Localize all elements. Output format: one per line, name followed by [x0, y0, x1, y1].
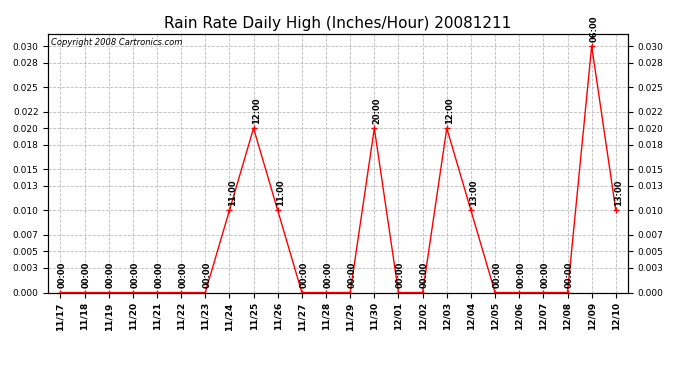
- Text: 00:00: 00:00: [324, 262, 333, 288]
- Text: 20:00: 20:00: [373, 98, 382, 124]
- Text: 00:00: 00:00: [130, 262, 139, 288]
- Text: 00:00: 00:00: [541, 262, 550, 288]
- Text: 00:00: 00:00: [420, 262, 429, 288]
- Text: 11:00: 11:00: [276, 180, 285, 206]
- Text: 00:00: 00:00: [179, 262, 188, 288]
- Text: 11:00: 11:00: [228, 180, 237, 206]
- Text: 00:00: 00:00: [565, 262, 574, 288]
- Text: 00:00: 00:00: [348, 262, 357, 288]
- Text: 13:00: 13:00: [614, 180, 623, 206]
- Text: Copyright 2008 Cartronics.com: Copyright 2008 Cartronics.com: [51, 38, 183, 46]
- Text: 00:00: 00:00: [82, 262, 91, 288]
- Text: 00:00: 00:00: [493, 262, 502, 288]
- Text: 00:00: 00:00: [299, 262, 308, 288]
- Text: 00:00: 00:00: [517, 262, 526, 288]
- Text: 00:00: 00:00: [155, 262, 164, 288]
- Text: 00:00: 00:00: [203, 262, 212, 288]
- Text: 00:00: 00:00: [396, 262, 405, 288]
- Title: Rain Rate Daily High (Inches/Hour) 20081211: Rain Rate Daily High (Inches/Hour) 20081…: [164, 16, 512, 31]
- Text: 00:00: 00:00: [106, 262, 115, 288]
- Text: 00:00: 00:00: [58, 262, 67, 288]
- Text: 13:00: 13:00: [469, 180, 478, 206]
- Text: 06:00: 06:00: [590, 15, 599, 42]
- Text: 12:00: 12:00: [445, 98, 454, 124]
- Text: 12:00: 12:00: [252, 98, 261, 124]
